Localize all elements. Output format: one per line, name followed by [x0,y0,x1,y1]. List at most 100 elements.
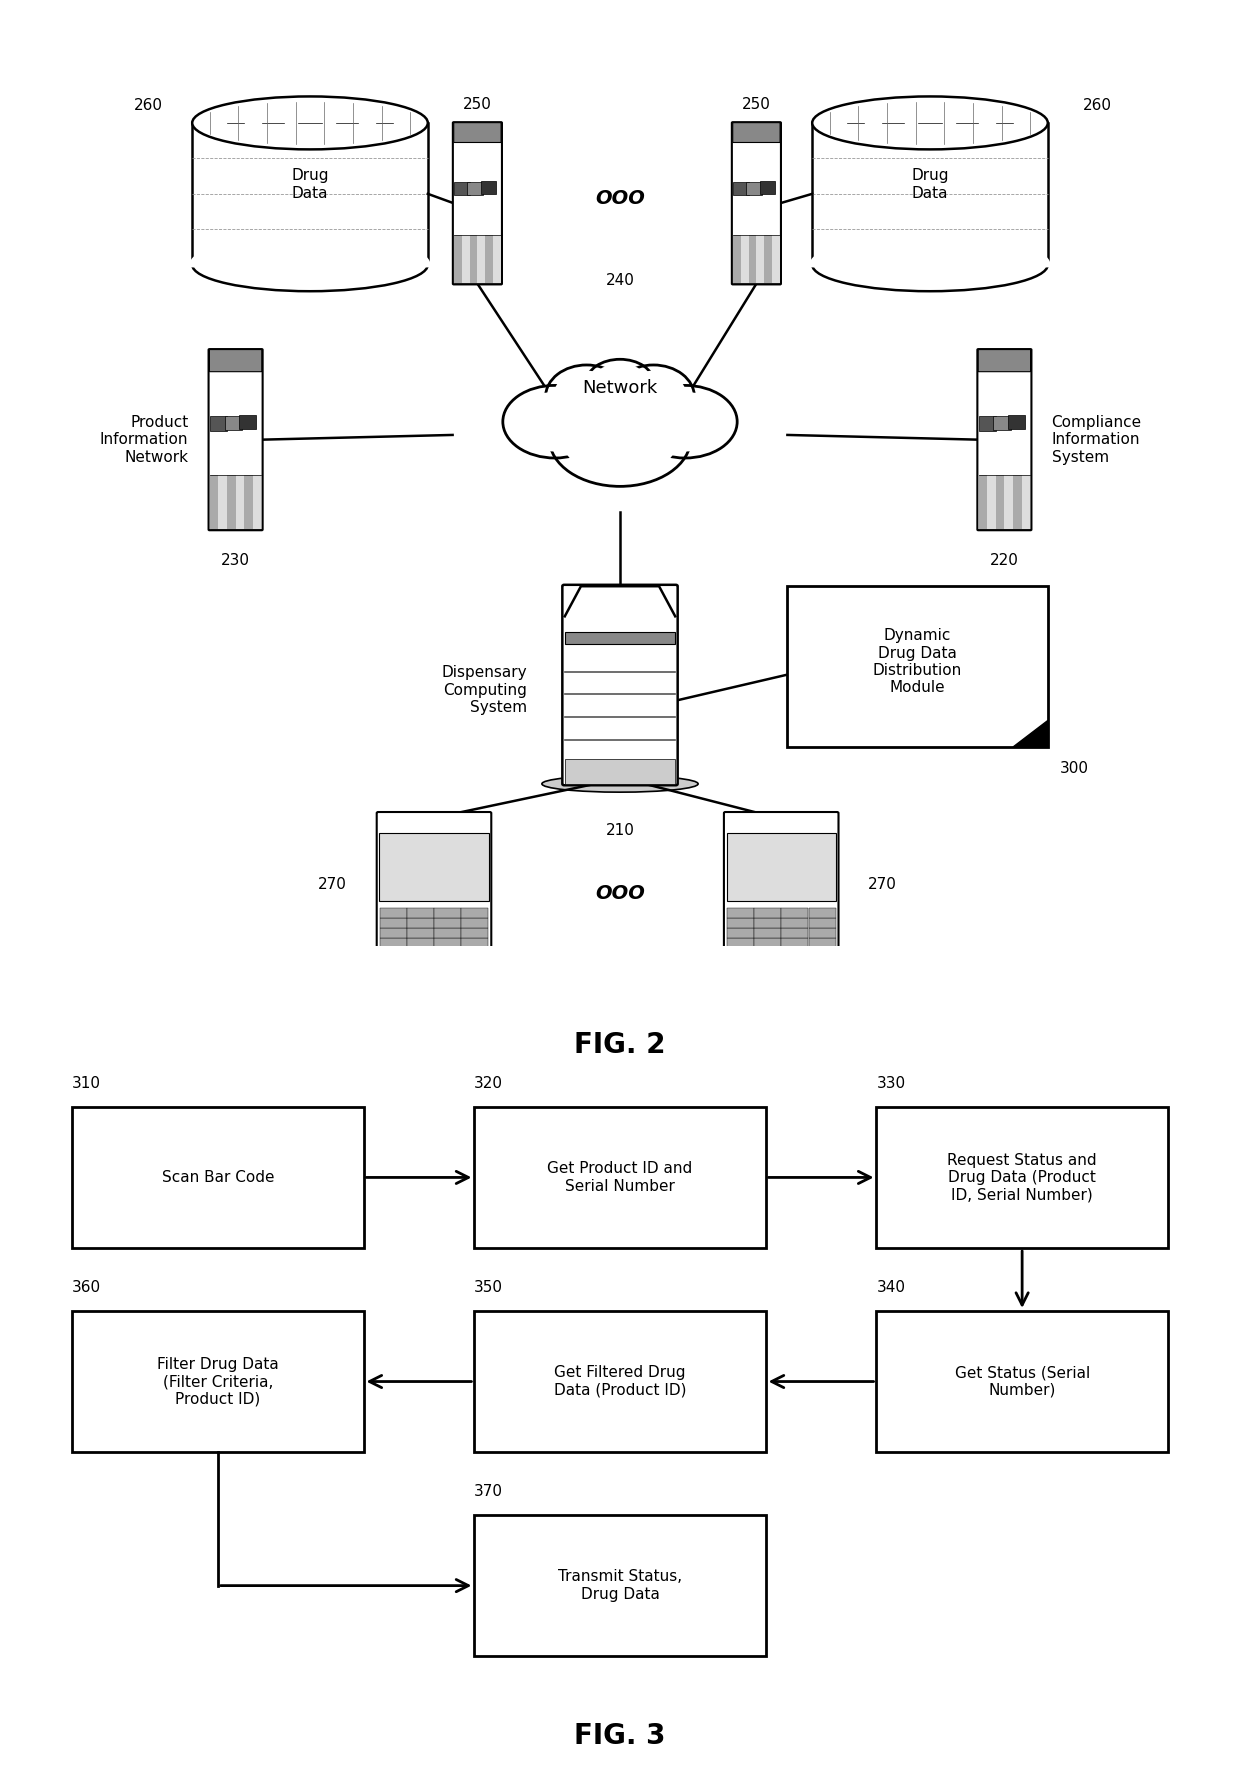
Text: OOO: OOO [595,885,645,903]
Bar [781,938,808,947]
Bar [461,919,489,928]
Ellipse shape [587,359,653,405]
FancyBboxPatch shape [733,123,780,143]
Bar [978,475,987,530]
Bar [239,416,257,430]
Bar [1008,416,1025,430]
Polygon shape [812,123,1048,264]
Bar [379,833,489,901]
Bar [434,908,461,919]
Text: OOO: OOO [595,189,645,209]
Bar [379,938,407,947]
Text: Request Status and
Drug Data (Product
ID, Serial Number): Request Status and Drug Data (Product ID… [947,1152,1097,1202]
FancyBboxPatch shape [454,123,501,143]
Bar [808,938,836,947]
Ellipse shape [812,239,1048,291]
Bar [808,919,836,928]
Text: 260: 260 [1083,98,1112,114]
Text: Compliance
Information
System: Compliance Information System [1052,414,1142,464]
Ellipse shape [503,385,608,458]
Bar [379,908,407,919]
FancyBboxPatch shape [977,350,1032,530]
Text: 310: 310 [72,1076,102,1092]
Text: Product
Information
Network: Product Information Network [100,414,188,464]
Bar [477,235,485,284]
Bar [434,928,461,938]
Bar [781,908,808,919]
Ellipse shape [192,239,428,291]
Text: 350: 350 [474,1281,503,1295]
Bar [771,235,780,284]
FancyBboxPatch shape [978,350,1030,371]
Ellipse shape [542,776,698,792]
Ellipse shape [553,371,620,423]
Bar [781,928,808,938]
Ellipse shape [562,400,678,478]
Text: Drug
Data: Drug Data [291,168,329,200]
Text: 260: 260 [134,98,164,114]
Bar [470,235,477,284]
Text: Transmit Status,
Drug Data: Transmit Status, Drug Data [558,1570,682,1602]
Bar [978,416,996,430]
Polygon shape [542,428,698,444]
FancyBboxPatch shape [453,121,502,284]
FancyBboxPatch shape [474,1311,766,1452]
Text: Network: Network [583,378,657,396]
Ellipse shape [593,364,647,401]
Text: 220: 220 [990,553,1019,567]
Text: 360: 360 [72,1281,102,1295]
Bar [434,919,461,928]
Text: 320: 320 [474,1076,503,1092]
Bar [481,182,496,194]
Bar [993,416,1011,430]
Ellipse shape [632,385,737,458]
Ellipse shape [549,391,691,487]
Text: 340: 340 [877,1281,905,1295]
Bar [754,908,781,919]
Bar [379,919,407,928]
Bar [407,928,434,938]
FancyBboxPatch shape [208,350,263,530]
Bar [454,182,470,194]
Bar [749,235,756,284]
Bar [218,475,227,530]
Ellipse shape [192,96,428,150]
Ellipse shape [620,371,687,423]
Bar [733,182,749,194]
Bar [754,928,781,938]
Bar [485,235,492,284]
FancyBboxPatch shape [474,1515,766,1656]
Bar [746,182,761,194]
Bar [407,908,434,919]
FancyBboxPatch shape [210,350,262,371]
Bar [764,235,771,284]
Bar [1022,475,1030,530]
Bar [565,758,675,783]
Bar [1013,475,1022,530]
Bar [461,928,489,938]
Bar [210,416,227,430]
Text: FIG. 2: FIG. 2 [574,1031,666,1058]
FancyBboxPatch shape [724,812,838,956]
Text: 250: 250 [463,96,492,112]
Text: 230: 230 [221,553,250,567]
Bar [1004,475,1013,530]
Bar [253,475,262,530]
Bar [434,938,461,947]
Bar [727,919,754,928]
FancyBboxPatch shape [877,1311,1168,1452]
Polygon shape [192,123,428,264]
Bar [754,938,781,947]
Text: FIG. 3: FIG. 3 [574,1723,666,1750]
Text: Get Status (Serial
Number): Get Status (Serial Number) [955,1365,1090,1397]
Text: Scan Bar Code: Scan Bar Code [161,1170,274,1185]
Bar [407,919,434,928]
Bar [808,908,836,919]
Text: 300: 300 [1060,762,1089,776]
Polygon shape [489,814,491,954]
FancyBboxPatch shape [877,1106,1168,1249]
FancyBboxPatch shape [787,587,1048,747]
Text: 270: 270 [868,876,897,892]
Ellipse shape [613,366,694,428]
Bar [742,235,749,284]
